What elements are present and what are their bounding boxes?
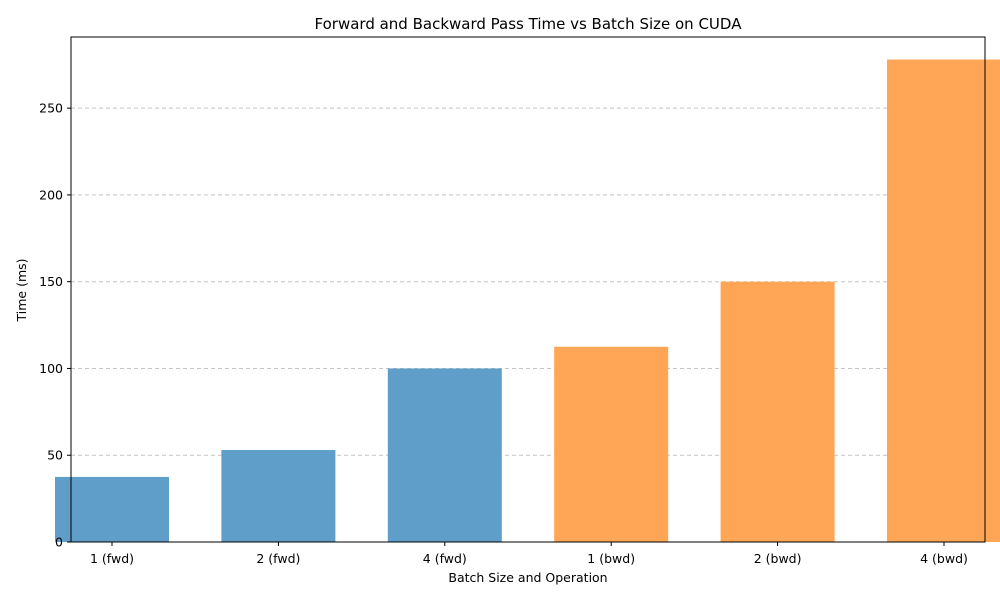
y-axis-ticks: 0 50 100 150 200 250 — [39, 101, 71, 550]
x-axis-ticks: 1 (fwd) 2 (fwd) 4 (fwd) 1 (bwd) 2 (bwd) 4 (bw… — [90, 542, 968, 566]
x-tick-label: 2 (fwd) — [256, 551, 300, 566]
grid-lines — [71, 107, 985, 456]
x-tick-label: 2 (bwd) — [754, 551, 802, 566]
bar — [554, 346, 669, 542]
x-tick-label: 1 (fwd) — [90, 551, 134, 566]
plot-frame — [70, 36, 986, 543]
bar — [221, 450, 336, 542]
x-tick-label: 4 (fwd) — [423, 551, 467, 566]
bar — [55, 476, 169, 542]
bar — [720, 281, 835, 542]
y-tick-label: 200 — [39, 187, 63, 202]
bars — [55, 59, 1000, 542]
y-tick-label: 0 — [55, 535, 63, 550]
y-tick-label: 150 — [39, 274, 63, 289]
y-axis-label: Time (ms) — [14, 258, 29, 322]
y-tick-label: 250 — [39, 101, 63, 116]
y-tick-label: 50 — [47, 448, 63, 463]
bar — [887, 59, 1000, 542]
y-tick-label: 100 — [39, 361, 63, 376]
x-tick-label: 1 (bwd) — [587, 551, 635, 566]
x-axis-label: Batch Size and Operation — [448, 570, 607, 585]
x-tick-label: 4 (bwd) — [920, 551, 968, 566]
chart-title: Forward and Backward Pass Time vs Batch … — [315, 15, 743, 33]
bar — [387, 368, 502, 542]
